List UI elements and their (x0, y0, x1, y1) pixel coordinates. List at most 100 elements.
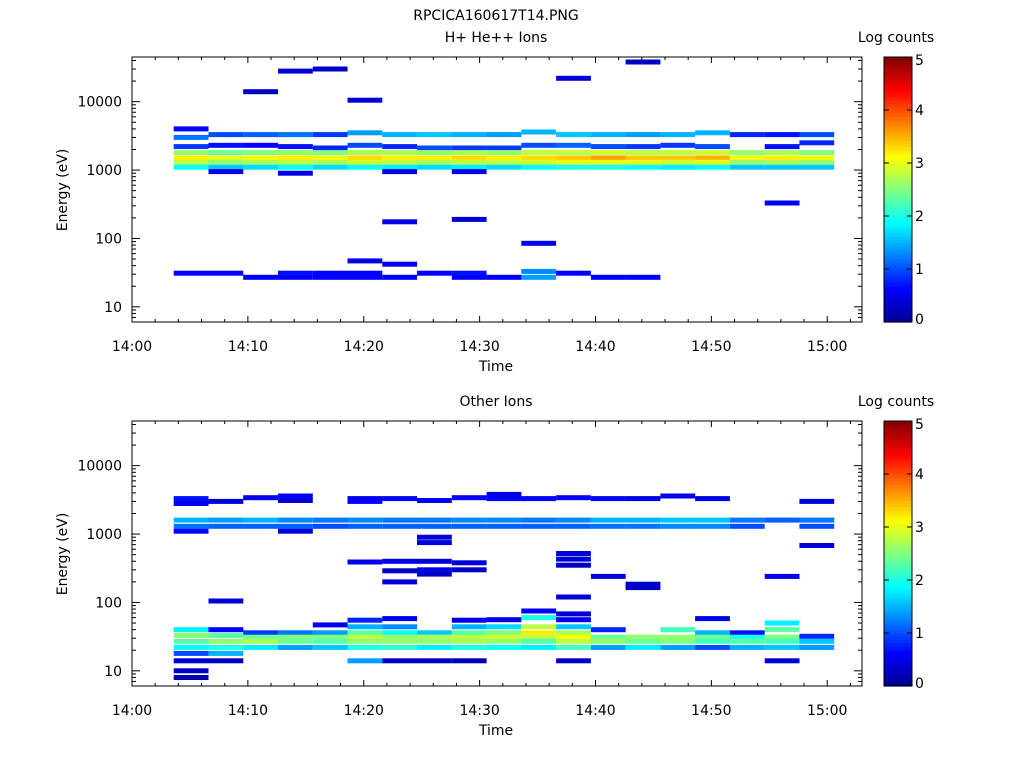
heatmap-cell (208, 632, 244, 638)
heatmap-cell (521, 644, 557, 650)
colorbar-segment (884, 642, 912, 647)
heatmap-cell (417, 540, 452, 546)
heatmap-cell (173, 517, 209, 523)
heatmap-cell (625, 644, 661, 650)
heatmap-cell (590, 164, 626, 170)
heatmap-cell (590, 159, 626, 165)
heatmap-cell (486, 491, 522, 497)
colorbar-segment (884, 229, 912, 234)
colorbar-segment (884, 90, 912, 95)
heatmap-cell (208, 598, 244, 604)
heatmap-cell (417, 630, 452, 636)
colorbar-segment (884, 315, 912, 320)
colorbar-segment (884, 106, 912, 111)
colorbar-segment (884, 497, 912, 502)
heatmap-cell (347, 517, 383, 523)
heatmap-cell (556, 556, 591, 562)
heatmap-cell (590, 496, 626, 502)
colorbar-segment (884, 83, 912, 88)
heatmap-cell (243, 638, 278, 644)
colorbar-segment (884, 596, 912, 601)
heatmap-cell (799, 164, 835, 170)
colorbar-segment (884, 652, 912, 657)
heatmap-cell (173, 270, 209, 276)
heatmap-cell (764, 638, 800, 644)
colorbar-tick-label: 5 (915, 417, 924, 433)
heatmap-cell (312, 274, 348, 280)
heatmap-cell (208, 155, 244, 161)
heatmap-cell (382, 624, 418, 630)
heatmap-cell (660, 132, 696, 138)
heatmap-cell (382, 616, 418, 622)
colorbar-segment (884, 113, 912, 118)
heatmap-cell (382, 169, 418, 175)
colorbar-frame (883, 56, 913, 323)
heatmap-cell (556, 562, 591, 568)
heatmap-cell (208, 627, 244, 633)
heatmap-cell (625, 585, 661, 591)
colorbar-segment (884, 669, 912, 674)
heatmap-cell (173, 150, 209, 156)
heatmap-cell (243, 159, 278, 165)
heatmap-cell (764, 155, 800, 161)
heatmap-cell (173, 528, 209, 534)
heatmap-cell (799, 638, 835, 644)
y-tick-label: 10 (104, 300, 122, 316)
heatmap-cell (347, 559, 383, 565)
heatmap-cell (347, 159, 383, 165)
colorbar-segment (884, 312, 912, 316)
colorbar-segment (884, 100, 912, 104)
heatmap-cell (173, 658, 209, 664)
x-tick-label: 14:00 (112, 339, 152, 355)
colorbar-tick-label: 4 (915, 467, 924, 483)
colorbar-segment (884, 460, 912, 465)
heatmap-cell (521, 129, 557, 135)
colorbar-segment (884, 560, 912, 565)
heatmap-cell (208, 517, 244, 523)
heatmap-cell (173, 155, 209, 161)
heatmap-cell (625, 132, 661, 138)
heatmap-cell (799, 150, 835, 156)
colorbar-segment (884, 60, 912, 65)
heatmap-cell (660, 517, 696, 523)
colorbar-segment (884, 599, 912, 604)
heatmap-cell (451, 132, 487, 138)
heatmap-cell (556, 644, 591, 650)
heatmap-cell (278, 528, 313, 534)
heatmap-cell (382, 523, 418, 529)
heatmap-cell (521, 608, 557, 614)
heatmap-cell (556, 638, 591, 644)
colorbar-segment (884, 427, 912, 432)
colorbar-segment (884, 269, 912, 273)
heatmap-cell (243, 155, 278, 161)
heatmap-cell (521, 615, 557, 621)
heatmap-cell (799, 155, 835, 161)
colorbar-segment (884, 189, 912, 194)
heatmap-cell (208, 169, 244, 175)
heatmap-cell (347, 658, 383, 664)
colorbar-segment (884, 580, 912, 584)
heatmap-cell (660, 523, 696, 529)
panel-title: Other Ions (459, 394, 532, 410)
heatmap-cell (382, 568, 418, 574)
heatmap-cell (347, 634, 383, 640)
heatmap-cells (173, 491, 835, 680)
colorbar-segment (884, 430, 912, 435)
heatmap-cell (312, 634, 348, 640)
x-tick-label: 15:00 (807, 339, 847, 355)
colorbar-segment (884, 666, 912, 671)
panel-h-he-ions: H+ He++ Ions Log counts Energy (eV) Time… (55, 30, 934, 375)
heatmap-cell (382, 261, 418, 267)
colorbar-segment (884, 285, 912, 290)
heatmap-cell (347, 624, 383, 630)
colorbar-segment (884, 457, 912, 462)
heatmap-cell (799, 523, 835, 529)
heatmap-cell (764, 164, 800, 170)
colorbar-segment (884, 63, 912, 68)
colorbar-label: Log counts (858, 30, 934, 46)
heatmap-cell (521, 624, 557, 630)
x-tick-label: 14:30 (459, 703, 499, 719)
colorbar-segment (884, 586, 912, 591)
heatmap-cell (625, 634, 661, 640)
